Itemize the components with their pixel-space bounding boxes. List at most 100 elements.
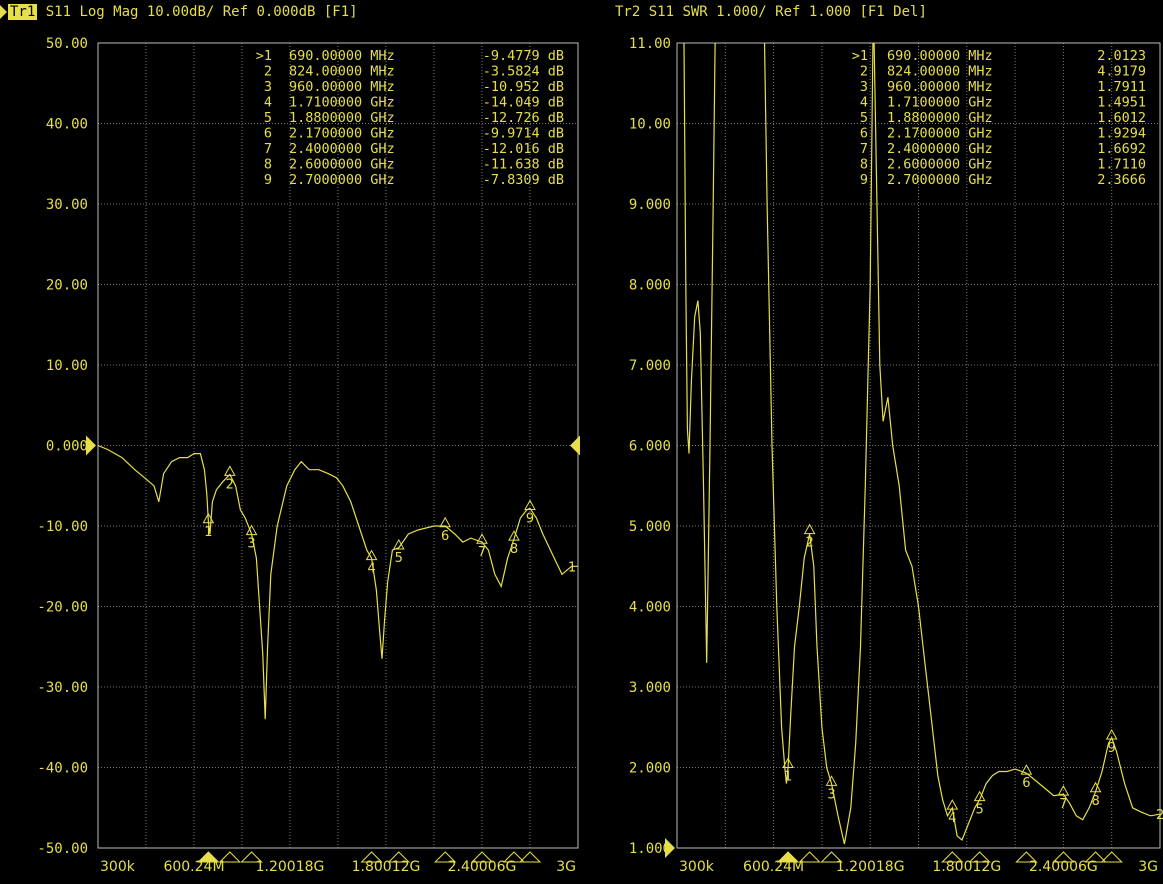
trace2-chart[interactable]: 11.00 10.00 9.000 8.000 7.000 6.000 5.000 4.000… (582, 0, 1163, 884)
marker-position-indicator-icon[interactable] (387, 851, 410, 863)
marker-readout-id[interactable]: 3 (264, 79, 272, 95)
trace1-header[interactable]: Tr1 S11 Log Mag 10.00dB/ Ref 0.000dB [F1… (0, 4, 358, 20)
marker-readout-freq: 824.00000 MHz (289, 64, 395, 80)
trace-marker-1[interactable]: 1 (202, 512, 215, 540)
marker-readout-value: 1.4951 (1097, 95, 1146, 111)
trace-marker-5[interactable]: 5 (392, 538, 405, 566)
trace1-tag[interactable]: Tr1 (8, 4, 38, 20)
marker-position-indicator-icon[interactable] (941, 851, 964, 863)
x-tick-label: 1.80012G (932, 859, 1001, 875)
trace-marker-8[interactable]: 8 (1089, 781, 1102, 809)
marker-readout-id[interactable]: 5 (264, 110, 272, 126)
marker-position-indicator-icon[interactable] (360, 851, 383, 863)
trace-line (98, 444, 578, 720)
marker-readout-id[interactable]: >1 (256, 48, 272, 64)
trace2-header[interactable]: Tr2 S11 SWR 1.000/ Ref 1.000 [F1 Del] (615, 4, 927, 20)
trace2-tag[interactable]: Tr2 (615, 4, 641, 20)
trace-marker-1[interactable]: 1 (782, 757, 794, 785)
marker-readout-freq: 2.4000000 GHz (887, 141, 993, 157)
marker-readout-id[interactable]: 2 (264, 64, 272, 80)
trace-marker-9[interactable]: 9 (1105, 728, 1118, 756)
marker-readout-value: -7.8309 dB (483, 172, 564, 188)
marker-readout-value: 2.0123 (1097, 48, 1146, 64)
marker-position-indicator-icon[interactable] (433, 851, 457, 863)
marker-position-indicator-icon[interactable] (470, 851, 494, 863)
y-tick-label: 9.000 (629, 197, 671, 213)
marker-readout-id[interactable]: 4 (860, 95, 868, 111)
trace1-chart[interactable]: 50.00 40.00 30.00 20.00 10.00 0.000 -10.00 -20.… (0, 0, 582, 884)
ref-level-right-arrow-icon[interactable] (570, 435, 580, 456)
trace-line (683, 43, 1160, 845)
trace-marker-7[interactable]: 7 (476, 533, 488, 560)
trace-marker-9[interactable]: 9 (524, 499, 536, 527)
marker-readout-list: >1 690.00000 MHz 2.0123 2 824.00000 MHz 4.917… (852, 48, 1146, 188)
marker-position-indicator-icon[interactable] (518, 851, 542, 863)
marker-readout-freq: 2.6000000 GHz (289, 157, 395, 173)
marker-position-indicator-icon[interactable] (776, 851, 800, 863)
active-trace-arrow-icon (0, 5, 7, 19)
marker-number: 5 (395, 551, 403, 566)
marker-position-indicator-icon[interactable] (1052, 851, 1075, 863)
marker-position-indicator-icon[interactable] (1015, 851, 1038, 863)
marker-readout-id[interactable]: 9 (860, 172, 868, 188)
marker-readout-freq: 960.00000 MHz (887, 79, 993, 95)
trace-marker-2[interactable]: 2 (223, 465, 236, 492)
y-tick-label: 40.00 (46, 117, 88, 133)
marker-position-indicator-icon[interactable] (798, 851, 821, 863)
trace1-header-text: S11 Log Mag 10.00dB/ Ref 0.000dB [F1] (37, 4, 358, 20)
marker-readout-id[interactable]: 8 (860, 157, 868, 173)
marker-readout-id[interactable]: 8 (264, 157, 272, 173)
marker-number: 2 (226, 477, 234, 492)
marker-readout-id[interactable]: 5 (860, 110, 868, 126)
marker-readout-id[interactable]: 6 (860, 126, 868, 142)
trace-marker-7[interactable]: 7 (1057, 785, 1070, 812)
marker-number: 5 (976, 803, 984, 818)
marker-number: 7 (1059, 797, 1067, 812)
marker-position-indicator-icon[interactable] (1100, 851, 1123, 863)
marker-position-indicator-icon[interactable] (218, 851, 242, 863)
marker-position-indicator-icon[interactable] (502, 851, 526, 863)
x-tick-label: 1.80012G (352, 859, 421, 875)
y-tick-label: -50.00 (37, 841, 88, 857)
trace-marker-6[interactable]: 6 (439, 516, 452, 544)
trace-marker-2[interactable]: 2 (803, 523, 816, 551)
trace-marker-4[interactable]: 4 (365, 549, 378, 577)
x-tick-label: 3G (1138, 859, 1158, 875)
marker-readout-id[interactable]: 7 (264, 141, 272, 157)
trace-marker-3[interactable]: 3 (245, 524, 258, 552)
marker-position-indicator-icon[interactable] (197, 851, 220, 863)
ref-level-left-arrow-icon[interactable] (665, 838, 675, 858)
x-tick-label: 300k (100, 859, 136, 875)
marker-readout-freq: 2.7000000 GHz (887, 172, 993, 188)
trace-marker-4[interactable]: 4 (946, 799, 959, 826)
trace-marker-6[interactable]: 6 (1020, 764, 1033, 791)
y-tick-label: 3.000 (629, 680, 671, 696)
marker-position-indicator-icon[interactable] (240, 851, 263, 863)
ref-level-left-arrow-icon[interactable] (86, 435, 96, 456)
marker-readout-id[interactable]: 7 (860, 141, 868, 157)
marker-readout-id[interactable]: 6 (264, 126, 272, 142)
y-tick-label: 10.00 (46, 358, 88, 374)
trace-marker-5[interactable]: 5 (973, 790, 986, 818)
marker-triangle-icon (1020, 764, 1033, 775)
marker-readout-freq: 1.8800000 GHz (887, 110, 993, 126)
marker-readout-id[interactable]: 4 (264, 95, 272, 111)
trace-marker-3[interactable]: 3 (825, 775, 838, 802)
marker-readout-id[interactable]: >1 (852, 48, 868, 64)
marker-readout-id[interactable]: 3 (860, 79, 868, 95)
marker-position-indicator-icon[interactable] (820, 851, 843, 863)
marker-readout-value: -12.016 dB (483, 141, 564, 157)
marker-triangle-icon (946, 799, 959, 810)
marker-position-indicator-icon[interactable] (968, 851, 991, 863)
marker-readout-id[interactable]: 2 (860, 64, 868, 80)
y-tick-label: -10.00 (37, 519, 88, 535)
marker-readout-value: 1.7911 (1097, 79, 1146, 95)
trace-marker-8[interactable]: 8 (508, 530, 520, 557)
x-tick-label: 1.20018G (836, 859, 905, 875)
marker-readout-id[interactable]: 9 (264, 172, 272, 188)
y-tick-label: 1.000 (629, 841, 671, 857)
marker-readout-freq: 1.8800000 GHz (289, 110, 395, 126)
y-tick-label: 4.000 (629, 600, 671, 616)
marker-readout-value: -3.5824 dB (483, 64, 564, 80)
marker-position-indicator-icon[interactable] (1084, 851, 1107, 863)
